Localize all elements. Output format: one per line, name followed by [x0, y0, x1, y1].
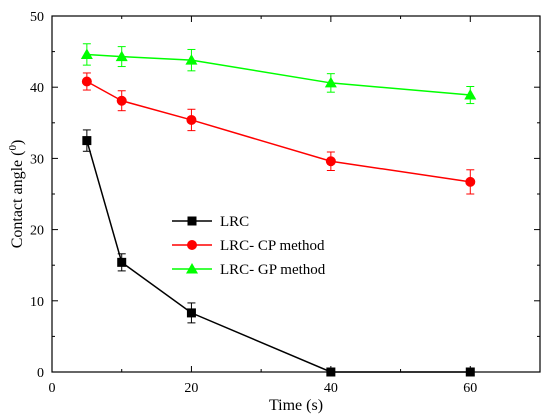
series-line [86, 80, 471, 183]
legend-label: LRC- GP method [220, 262, 326, 278]
y-tick-label: 0 [37, 366, 44, 381]
x-tick-label: 60 [463, 381, 477, 396]
y-tick-label: 50 [30, 10, 44, 25]
legend-item: LRC- GP method [172, 262, 326, 278]
data-point [116, 95, 127, 106]
data-point [117, 257, 127, 267]
data-point [80, 48, 93, 59]
legend-label: LRC [220, 214, 249, 230]
x-tick-label: 0 [49, 381, 56, 396]
data-point [465, 176, 476, 187]
legend-marker [187, 216, 197, 226]
data-point [186, 308, 196, 318]
data-point [186, 114, 197, 125]
legend-item: LRC- CP method [172, 238, 325, 254]
legend: LRC LRC- CP method LRC- GP method [172, 214, 326, 278]
legend-label: LRC- CP method [220, 238, 325, 254]
y-tick-label: 30 [30, 152, 44, 167]
data-point [185, 54, 198, 65]
x-axis-title: Time (s) [269, 397, 323, 414]
y-axis-title-end: ) [9, 140, 26, 145]
y-axis-title: Contact angle (0) [7, 140, 26, 249]
data-point [324, 76, 337, 88]
series-layer [80, 43, 477, 377]
legend-marker [187, 240, 197, 250]
legend-marker [186, 263, 198, 274]
axes: 0 20 40 60 0 10 20 30 40 50 [30, 10, 540, 396]
data-point [82, 136, 92, 146]
data-point [115, 50, 128, 62]
legend-item: LRC [172, 214, 249, 230]
data-point [326, 367, 336, 377]
x-tick-label: 20 [184, 381, 198, 396]
data-point [81, 76, 92, 87]
series-2 [80, 43, 477, 105]
series-line [86, 140, 471, 373]
data-point [465, 367, 475, 377]
data-point [325, 156, 336, 167]
y-tick-label: 40 [30, 81, 44, 96]
x-tick-label: 40 [324, 381, 338, 396]
y-tick-label: 20 [30, 224, 44, 239]
y-axis-title-sup: 0 [7, 145, 19, 151]
y-tick-label: 10 [30, 295, 44, 310]
series-0 [82, 129, 475, 377]
y-axis-title-main: Contact angle ( [9, 151, 26, 249]
series-line [86, 53, 471, 96]
series-1 [81, 72, 476, 195]
data-point [464, 89, 477, 100]
